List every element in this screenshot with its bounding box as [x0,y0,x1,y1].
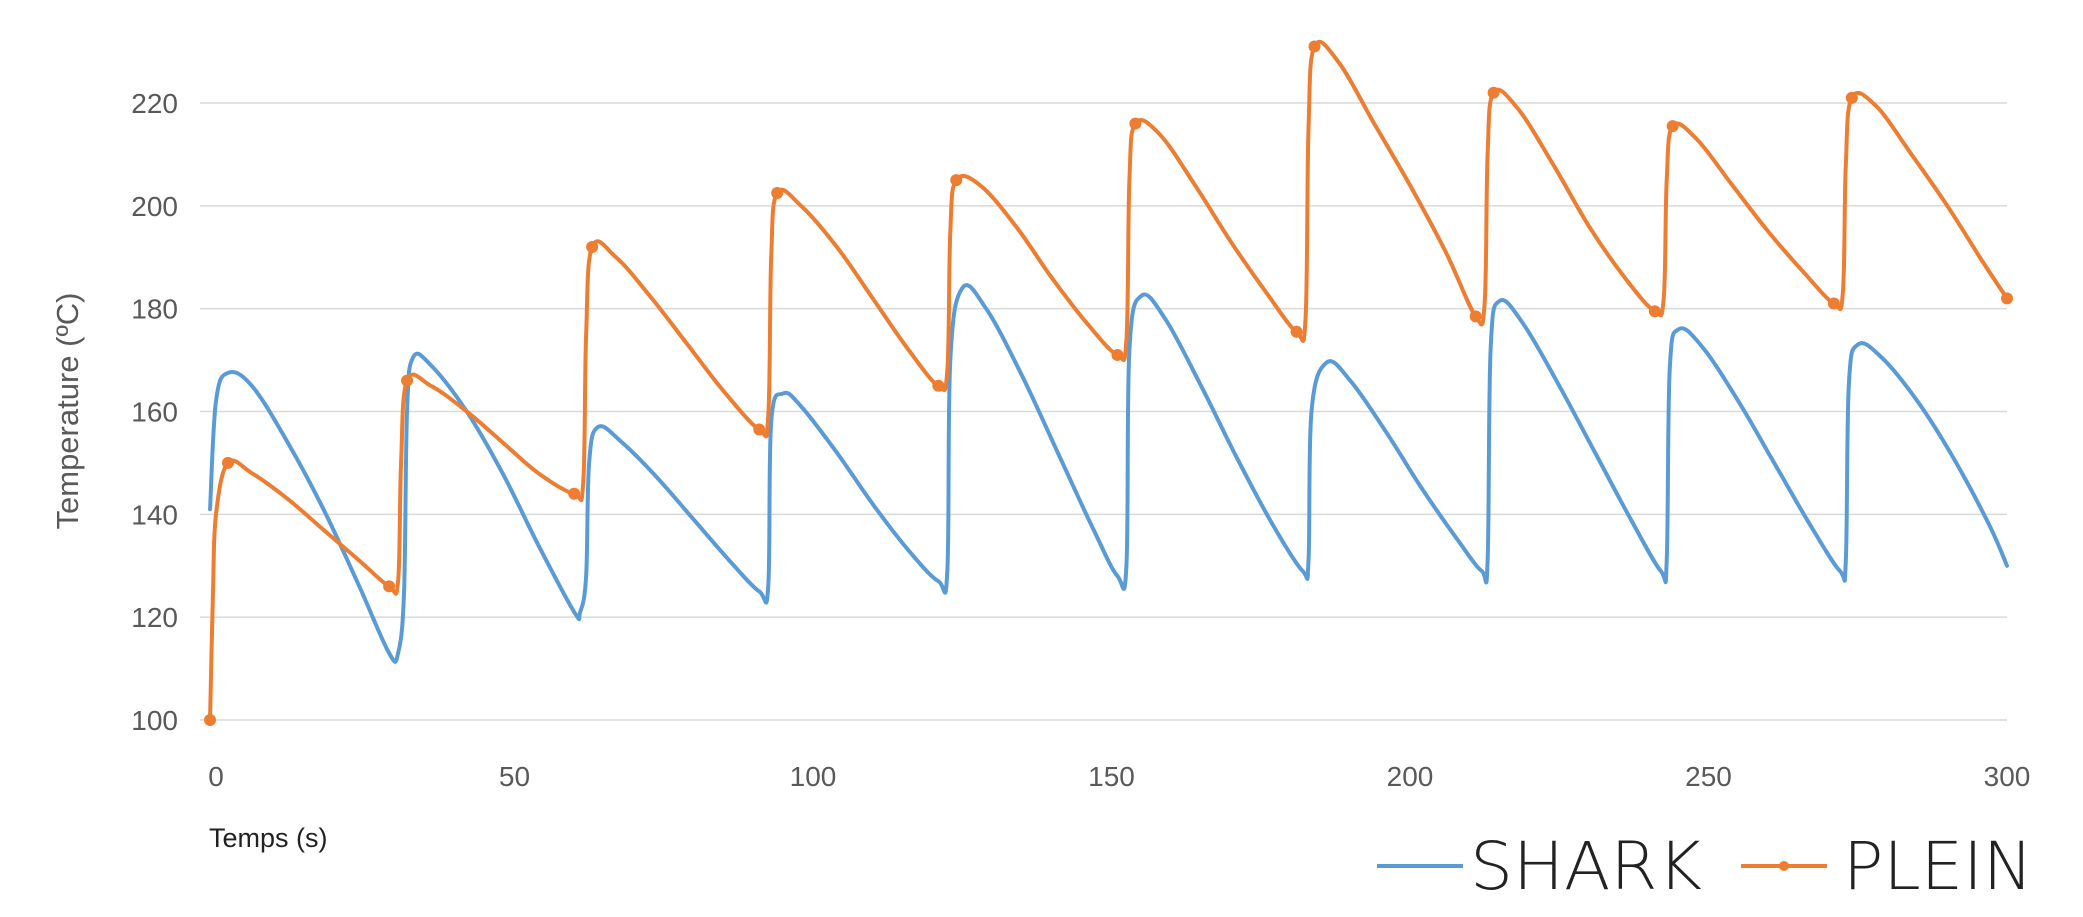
series-lines [204,39,2013,726]
series-marker-plein-7 [771,186,784,199]
series-marker-plein-0 [204,714,217,726]
series-marker-plein-6 [753,423,766,436]
y-tick-label-160: 160 [131,397,178,428]
x-axis-title: Temps (s) [209,823,328,853]
legend-marker-plein [1779,861,1789,871]
series-marker-plein-2 [383,580,396,593]
series-marker-plein-8 [932,379,945,392]
series-marker-plein-5 [586,240,599,253]
x-tick-label-150: 150 [1088,761,1135,792]
x-tick-label-100: 100 [790,761,837,792]
y-axis-title: Temperature (ºC) [50,293,85,530]
series-marker-plein-17 [1666,120,1679,133]
series-marker-plein-19 [1845,91,1858,104]
series-marker-plein-15 [1487,86,1500,99]
series-line-plein [208,39,2009,722]
series-marker-plein-12 [1290,325,1303,338]
series-marker-plein-18 [1827,297,1840,310]
series-marker-plein-3 [401,374,414,387]
y-tick-label-180: 180 [131,294,178,325]
x-axis-tick-labels: 0 50 100 150 200 250 300 [208,761,2030,792]
x-tick-label-250: 250 [1685,761,1732,792]
y-tick-label-100: 100 [131,705,178,736]
x-tick-label-200: 200 [1387,761,1434,792]
series-marker-plein-20 [2001,292,2013,305]
series-marker-plein-4 [568,487,581,500]
series-marker-plein-1 [221,456,234,469]
legend-label-shark: SHARK [1470,828,1702,905]
legend: SHARK PLEIN [1377,828,2033,905]
x-tick-label-50: 50 [499,761,530,792]
series-line-shark [208,283,2009,664]
x-tick-label-0: 0 [208,761,224,792]
y-tick-label-220: 220 [131,88,178,119]
series-marker-plein-16 [1648,305,1661,318]
series-marker-plein-11 [1129,117,1142,130]
series-marker-plein-13 [1308,40,1321,53]
series-marker-plein-9 [950,174,963,187]
y-tick-label-200: 200 [131,191,178,222]
gridlines [200,102,2007,721]
y-tick-label-120: 120 [131,602,178,633]
x-tick-label-300: 300 [1984,761,2031,792]
series-marker-plein-14 [1469,310,1482,323]
series-marker-plein-10 [1111,348,1124,361]
y-axis-tick-labels: 100 120 140 160 180 200 220 [131,88,178,736]
legend-label-plein: PLEIN [1843,828,2033,905]
y-tick-label-140: 140 [131,499,178,530]
